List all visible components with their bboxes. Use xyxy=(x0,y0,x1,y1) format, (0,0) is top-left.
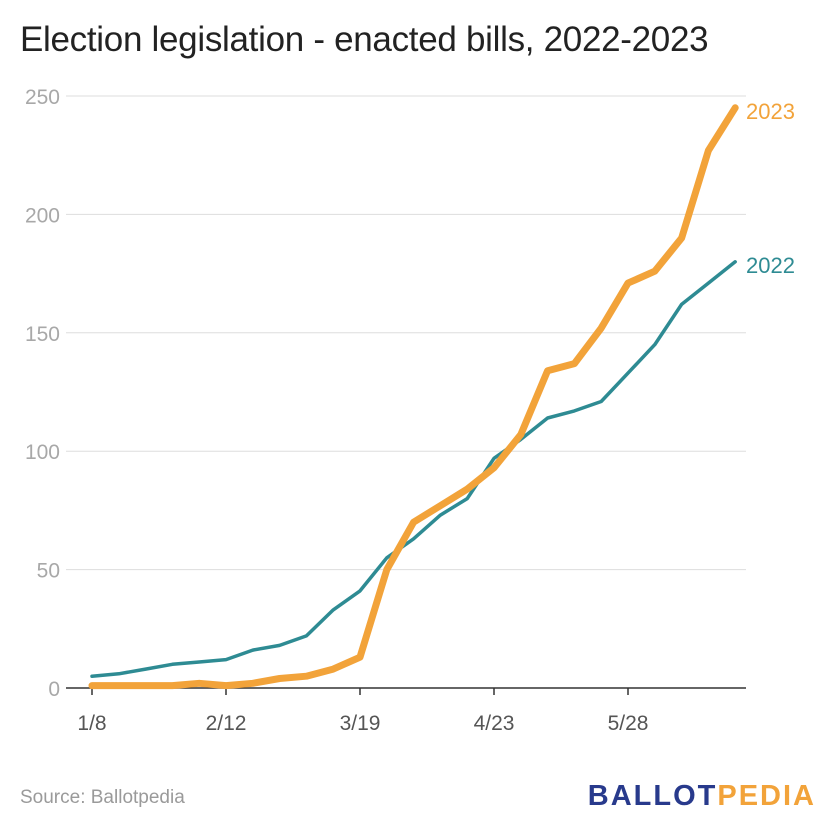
x-tick-label-0: 1/8 xyxy=(77,712,106,735)
x-tick-label-1: 2/12 xyxy=(206,712,247,735)
y-axis-tick-labels: 0 50 100 150 200 250 xyxy=(25,86,60,701)
series-line-2023 xyxy=(88,104,739,690)
logo-part-ballot: BALLOT xyxy=(587,780,718,812)
source-note: Source: Ballotpedia xyxy=(20,787,185,808)
y-tick-label-50: 50 xyxy=(37,560,60,583)
gridlines xyxy=(66,95,746,571)
y-tick-label-100: 100 xyxy=(25,441,60,464)
logo-part-pedia: PEDIA xyxy=(717,780,816,812)
x-axis: 1/8 2/12 3/19 4/23 5/28 xyxy=(66,687,746,735)
series-line-2022 xyxy=(90,260,737,678)
series-label-2022: 2022 xyxy=(746,253,795,278)
y-tick-label-250: 250 xyxy=(25,86,60,109)
series-label-2023: 2023 xyxy=(746,99,795,124)
x-tick-label-4: 5/28 xyxy=(608,712,649,735)
ballotpedia-logo: BALLOTPEDIA xyxy=(588,780,816,813)
series-lines xyxy=(88,104,739,690)
x-tick-label-3: 4/23 xyxy=(474,712,515,735)
x-tick-label-2: 3/19 xyxy=(340,712,381,735)
series-labels: 2022 2023 xyxy=(746,99,795,278)
y-tick-label-0: 0 xyxy=(48,678,60,701)
y-tick-label-200: 200 xyxy=(25,204,60,227)
y-tick-label-150: 150 xyxy=(25,323,60,346)
chart-title: Election legislation - enacted bills, 20… xyxy=(20,20,709,59)
